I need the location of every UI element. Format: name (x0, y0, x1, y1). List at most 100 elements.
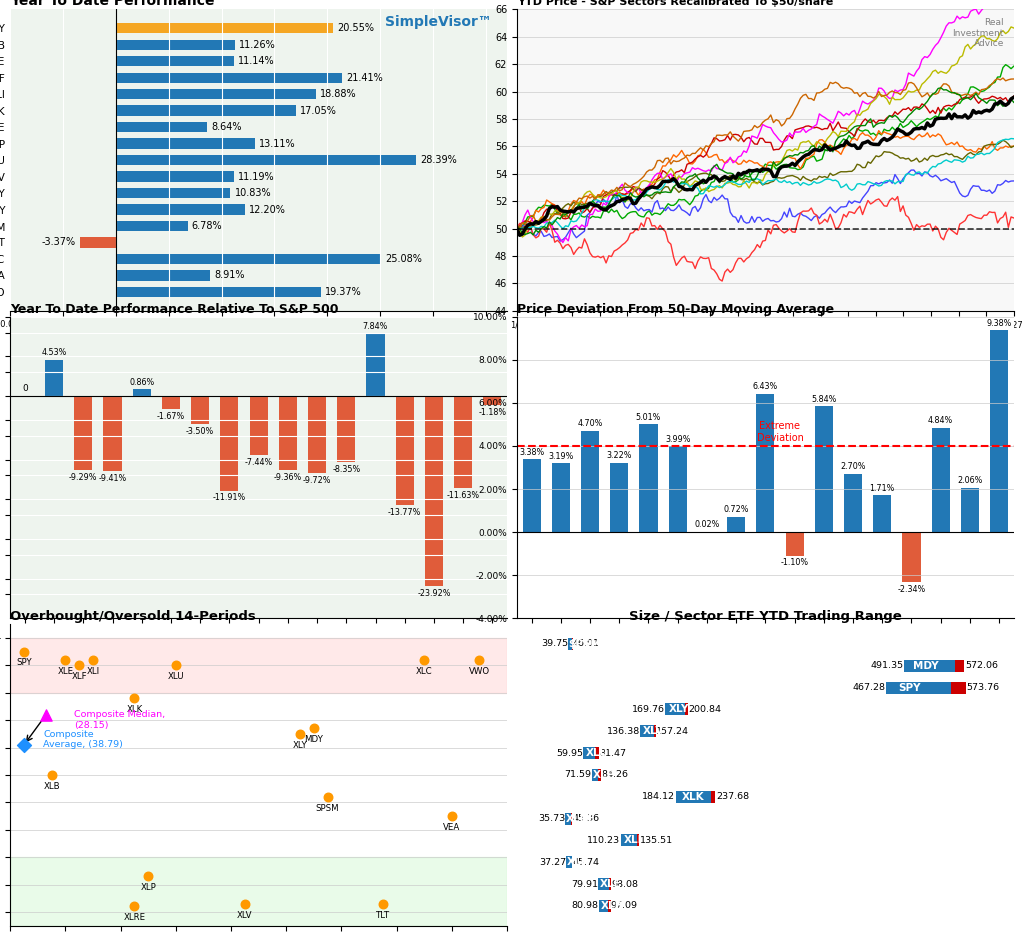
XLK (622, 187, 634, 198)
Bar (785, 532, 804, 555)
XLF (1008, 140, 1020, 151)
XLK (618, 184, 631, 195)
SPY (851, 143, 863, 154)
Text: XLE: XLE (600, 879, 622, 889)
Text: 1.71%: 1.71% (869, 483, 895, 493)
Text: $PSM: $PSM (568, 639, 601, 649)
Text: XLP: XLP (593, 770, 615, 780)
Text: -3.37%: -3.37% (42, 237, 76, 248)
XLB (616, 213, 629, 224)
XLB (848, 131, 860, 142)
XLRE (927, 225, 939, 237)
XLY (924, 92, 936, 103)
Point (38, 707, 54, 722)
Text: 18.88%: 18.88% (319, 89, 356, 99)
Bar (116, 122, 207, 132)
Point (471, 653, 487, 668)
XLC (922, 87, 934, 98)
Text: SPY: SPY (898, 683, 921, 693)
Bar (757, 394, 774, 532)
XLU (722, 178, 734, 189)
XLRE (716, 276, 728, 287)
XLK (592, 206, 604, 217)
Text: 4.53%: 4.53% (41, 349, 67, 357)
Text: 572.06: 572.06 (965, 661, 998, 670)
Text: 11.19%: 11.19% (239, 171, 275, 181)
XLB (618, 211, 631, 223)
Line: XLF: XLF (517, 131, 1014, 229)
Bar (568, 638, 572, 650)
Text: 5.84%: 5.84% (811, 395, 837, 404)
XLB (719, 173, 731, 184)
Text: 37.27: 37.27 (539, 857, 566, 867)
Text: XLU: XLU (586, 748, 608, 758)
Text: 157.24: 157.24 (655, 726, 689, 736)
Text: -2.34%: -2.34% (897, 585, 926, 594)
Bar (599, 900, 610, 912)
XLV (1008, 133, 1020, 144)
Text: 2.70%: 2.70% (841, 463, 865, 471)
Point (140, 869, 157, 884)
Text: 8.64%: 8.64% (212, 122, 242, 132)
Bar (595, 747, 599, 759)
Bar (522, 459, 541, 532)
Text: 97.09: 97.09 (611, 901, 638, 911)
XLRE (722, 264, 734, 275)
XLP (722, 172, 734, 183)
XLV (618, 190, 631, 201)
XLI (618, 189, 631, 200)
Title: Size / Sector ETF YTD Trading Range: Size / Sector ETF YTD Trading Range (629, 610, 902, 623)
XLV (519, 223, 531, 235)
Bar (904, 660, 965, 671)
Text: VWO: VWO (469, 667, 490, 676)
Point (126, 899, 142, 913)
Point (237, 897, 253, 912)
Bar (581, 431, 599, 532)
XLV (722, 176, 734, 187)
XLY (722, 167, 734, 179)
Text: SPSM: SPSM (315, 804, 339, 813)
XLY (1008, 96, 1020, 108)
XLF (516, 223, 528, 235)
Bar (116, 155, 416, 165)
Text: 12.20%: 12.20% (249, 205, 286, 214)
XLK (511, 223, 523, 234)
Line: XLB: XLB (517, 65, 1014, 228)
Text: XLC: XLC (416, 667, 432, 676)
Text: XLK: XLK (682, 792, 705, 802)
XLC (1008, 73, 1020, 84)
XLE (622, 203, 634, 214)
Text: -13.77%: -13.77% (388, 508, 422, 517)
Bar (483, 396, 502, 406)
Bar (592, 769, 601, 781)
Text: 11.14%: 11.14% (238, 56, 274, 66)
Text: SimpleVisor™: SimpleVisor™ (385, 15, 493, 29)
Text: 3.38%: 3.38% (519, 448, 544, 456)
Text: 573.76: 573.76 (967, 683, 999, 692)
XLU (618, 192, 631, 203)
Bar (637, 834, 639, 846)
Text: 45.74: 45.74 (572, 857, 600, 867)
Bar (250, 396, 267, 455)
XLI (1008, 91, 1020, 102)
Point (43, 768, 59, 783)
Point (443, 809, 460, 824)
Text: -7.44%: -7.44% (245, 458, 272, 467)
Text: YTD Price - S&P Sectors Recalibrated To $50/share: YTD Price - S&P Sectors Recalibrated To … (517, 0, 834, 7)
XLE (927, 171, 939, 182)
Text: XLY: XLY (293, 741, 307, 750)
XLP (618, 181, 631, 193)
XLI (848, 131, 860, 142)
XLC (719, 129, 731, 140)
XLF (851, 135, 863, 146)
Bar (669, 446, 687, 532)
SPY (722, 172, 734, 183)
Bar (640, 726, 655, 738)
Text: 81.47: 81.47 (599, 749, 627, 757)
Line: XLRE: XLRE (517, 196, 1014, 281)
XLC (511, 223, 523, 234)
SPY (924, 121, 936, 132)
XLU (516, 231, 528, 242)
Text: 491.35: 491.35 (870, 661, 904, 670)
Bar (74, 396, 92, 469)
